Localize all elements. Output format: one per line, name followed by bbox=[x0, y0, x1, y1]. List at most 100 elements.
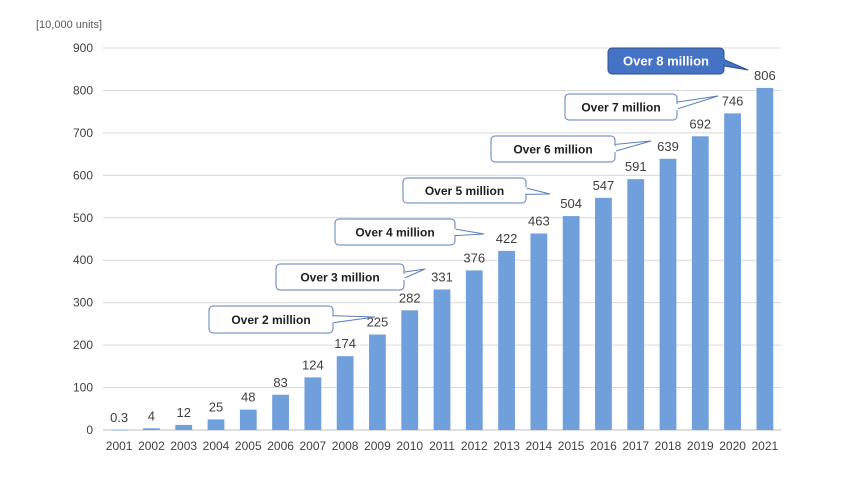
y-tick-label: 100 bbox=[73, 381, 93, 395]
bar bbox=[562, 216, 580, 430]
data-label: 547 bbox=[593, 178, 615, 193]
x-tick-label: 2003 bbox=[170, 439, 197, 453]
callout-seam bbox=[524, 187, 527, 194]
callout-seam bbox=[722, 58, 725, 64]
x-tick-label: 2006 bbox=[267, 439, 294, 453]
bars bbox=[110, 87, 774, 431]
data-labels: 0.3 4 12 25 48 83 124 174 225 282 331 376 422 463 504 5… bbox=[110, 68, 776, 425]
data-label: 25 bbox=[209, 399, 223, 414]
bar bbox=[272, 394, 289, 430]
x-tick-label: 2012 bbox=[461, 439, 488, 453]
x-tick-label: 2008 bbox=[332, 439, 359, 453]
x-tick-label: 2004 bbox=[203, 439, 230, 453]
data-label: 463 bbox=[528, 213, 550, 228]
y-tick-label: 200 bbox=[73, 338, 93, 352]
bar bbox=[756, 87, 774, 431]
bar bbox=[595, 197, 612, 430]
callout-label: Over 8 million bbox=[623, 54, 709, 69]
x-tick-label: 2021 bbox=[752, 439, 779, 453]
bar bbox=[369, 334, 386, 430]
bar bbox=[498, 250, 515, 430]
callout-label: Over 3 million bbox=[300, 271, 379, 285]
callout: Over 8 million bbox=[607, 47, 749, 75]
x-tick-label: 2011 bbox=[429, 439, 455, 453]
y-tick-label: 0 bbox=[86, 423, 93, 437]
data-label: 806 bbox=[754, 68, 776, 83]
bar bbox=[724, 113, 741, 430]
x-tick-label: 2009 bbox=[364, 439, 391, 453]
callout-label: Over 7 million bbox=[581, 101, 660, 115]
x-tick-label: 2013 bbox=[493, 439, 520, 453]
x-axis-ticks: 2001 2002 2003 2004 2005 2006 2007 2008 2009 2010… bbox=[106, 439, 779, 453]
callout-label: Over 6 million bbox=[513, 143, 592, 157]
callout: Over 3 million bbox=[275, 263, 426, 291]
callout-label: Over 5 million bbox=[425, 184, 504, 198]
callout: Over 6 million bbox=[490, 135, 652, 163]
x-tick-label: 2015 bbox=[558, 439, 585, 453]
y-axis-ticks: 0 100 200 300 400 500 600 700 800 900 bbox=[73, 41, 93, 437]
data-label: 639 bbox=[657, 139, 679, 154]
callout-label: Over 4 million bbox=[355, 226, 434, 240]
callouts: Over 2 million Over 3 million Over 4 milli… bbox=[208, 47, 749, 334]
callout: Over 7 million bbox=[564, 93, 719, 121]
data-label: 83 bbox=[273, 375, 287, 390]
x-tick-label: 2010 bbox=[396, 439, 423, 453]
bar bbox=[110, 429, 128, 431]
callout-label: Over 2 million bbox=[231, 313, 310, 327]
bar bbox=[627, 179, 645, 430]
callout-seam bbox=[613, 146, 616, 152]
bar bbox=[401, 310, 419, 430]
bar bbox=[691, 136, 709, 431]
callout-seam bbox=[675, 104, 678, 110]
data-label: 331 bbox=[431, 270, 453, 285]
callout: Over 5 million bbox=[402, 177, 551, 204]
bar bbox=[336, 356, 354, 430]
data-label: 282 bbox=[399, 290, 421, 305]
x-tick-label: 2017 bbox=[622, 439, 649, 453]
callout-seam bbox=[331, 316, 334, 323]
data-label: 4 bbox=[148, 408, 155, 423]
y-tick-label: 900 bbox=[73, 41, 93, 55]
y-tick-label: 800 bbox=[73, 83, 93, 97]
data-label: 746 bbox=[722, 93, 744, 108]
x-tick-label: 2001 bbox=[106, 439, 133, 453]
x-tick-label: 2014 bbox=[526, 439, 553, 453]
callout: Over 4 million bbox=[334, 218, 485, 246]
bar bbox=[207, 419, 225, 430]
bar bbox=[530, 233, 548, 430]
x-tick-label: 2020 bbox=[719, 439, 746, 453]
data-label: 12 bbox=[176, 405, 190, 420]
bar bbox=[239, 409, 257, 430]
x-tick-label: 2007 bbox=[300, 439, 327, 453]
data-label: 591 bbox=[625, 159, 647, 174]
data-label: 422 bbox=[496, 231, 518, 246]
callout-seam bbox=[402, 274, 405, 280]
data-label: 504 bbox=[560, 196, 582, 211]
bar bbox=[175, 424, 193, 430]
callout: Over 2 million bbox=[208, 305, 376, 334]
data-label: 0.3 bbox=[110, 410, 128, 425]
x-tick-label: 2005 bbox=[235, 439, 262, 453]
x-tick-label: 2002 bbox=[138, 439, 165, 453]
y-tick-label: 300 bbox=[73, 296, 93, 310]
bar bbox=[465, 270, 483, 430]
data-label: 124 bbox=[302, 357, 324, 372]
bar bbox=[433, 289, 451, 430]
y-axis-unit-label: [10,000 units] bbox=[36, 19, 102, 31]
x-tick-label: 2016 bbox=[590, 439, 617, 453]
y-tick-label: 700 bbox=[73, 126, 93, 140]
data-label: 48 bbox=[241, 390, 255, 405]
callout-seam bbox=[453, 229, 456, 235]
data-label: 376 bbox=[463, 250, 485, 265]
bar bbox=[304, 377, 322, 430]
data-label: 692 bbox=[689, 116, 711, 131]
data-label: 174 bbox=[334, 336, 356, 351]
x-tick-label: 2018 bbox=[655, 439, 682, 453]
y-tick-label: 600 bbox=[73, 168, 93, 182]
y-tick-label: 500 bbox=[73, 211, 93, 225]
y-tick-label: 400 bbox=[73, 253, 93, 267]
bar bbox=[659, 158, 677, 430]
data-label: 225 bbox=[367, 315, 389, 330]
callout-tail bbox=[670, 95, 719, 112]
